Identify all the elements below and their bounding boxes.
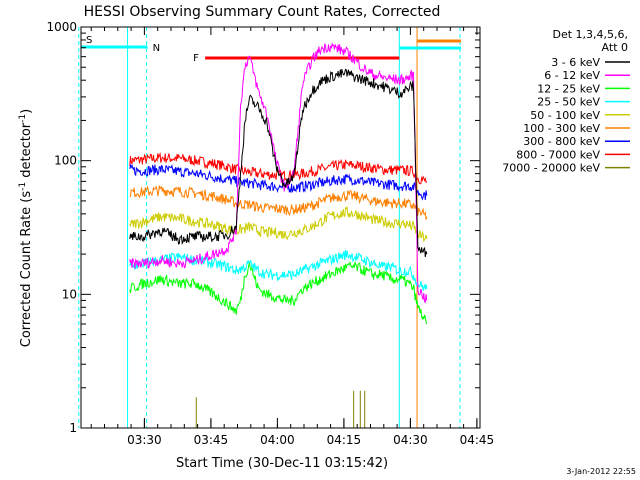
series-line [129,260,428,325]
legend-title-line1: Det 1,3,4,5,6, [552,28,628,41]
x-tick-label: 03:45 [194,433,229,447]
legend-title-line2: Att 0 [602,41,628,54]
legend-label: 50 - 100 keV [530,109,600,122]
series-line [129,205,428,243]
y-tick-label: 1 [69,421,77,435]
data-series [129,42,428,428]
legend-label: 800 - 7000 keV [516,148,600,161]
series-line [129,152,428,185]
plot-area: S N F 03:30 03:45 04:00 04:15 04:30 04:45 1 10 10… [46,20,494,447]
y-axis: 1 10 100 1000 [46,20,480,435]
series-line [129,68,428,258]
time-bands: S N F [78,27,461,428]
plot-frame [80,26,481,429]
band-label-F: F [193,53,199,64]
x-axis: 03:30 03:45 04:00 04:15 04:30 04:45 [90,27,495,447]
y-tick-label: 10 [62,287,77,301]
legend-label: 6 - 12 keV [544,69,600,82]
y-axis-label: Corrected Count Rate (s-1 detector-1) [18,109,34,347]
band-label-N: N [153,43,160,54]
series-line [129,42,428,304]
series-line [129,185,428,220]
x-axis-label: Start Time (30-Dec-11 03:15:42) [176,456,388,471]
chart-title: HESSI Observing Summary Count Rates, Cor… [84,4,441,20]
y-tick-label: 1000 [46,20,77,34]
band-label-S: S [86,35,92,46]
legend-label: 100 - 300 keV [523,122,600,135]
legend-label: 3 - 6 keV [551,56,600,69]
x-tick-label: 04:45 [460,433,495,447]
series-line [129,163,428,201]
legend-label: 300 - 800 keV [523,135,600,148]
legend-label: 25 - 50 keV [537,96,600,109]
x-tick-label: 03:30 [127,433,162,447]
footer-date: 3-Jan-2012 22:55 [566,467,636,476]
legend-label: 12 - 25 keV [537,82,600,95]
x-tick-label: 04:15 [327,433,362,447]
series-line [129,249,428,291]
legend-label: 7000 - 20000 keV [502,162,600,175]
x-tick-label: 04:00 [260,433,295,447]
y-tick-label: 100 [54,154,77,168]
x-tick-label: 04:30 [393,433,428,447]
